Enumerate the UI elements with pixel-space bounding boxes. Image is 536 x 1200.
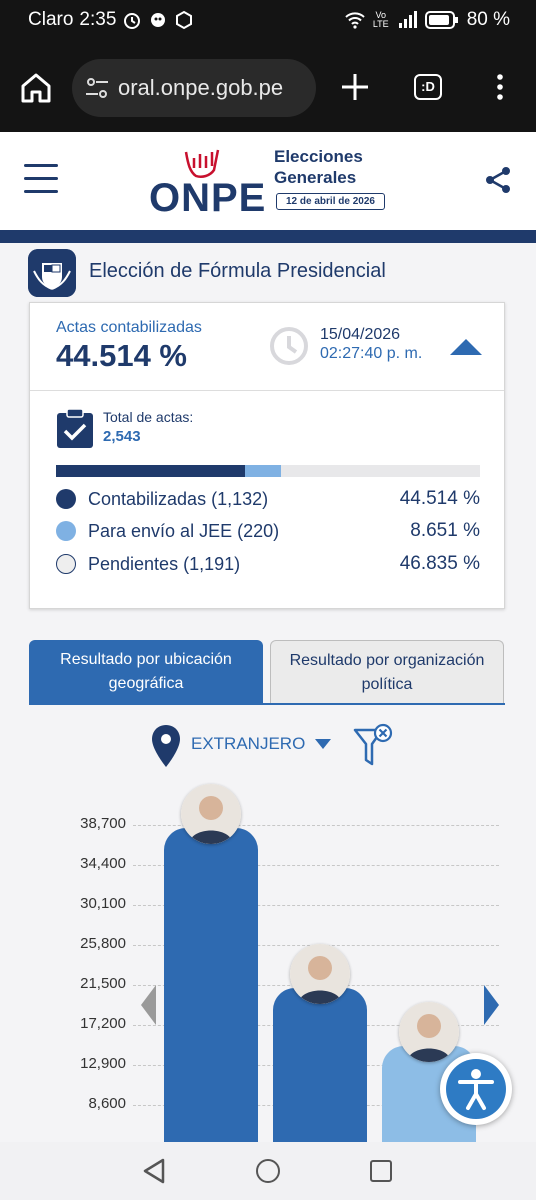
hamburger-menu-icon[interactable] (24, 164, 58, 194)
y-tick-label: 21,500 (80, 975, 126, 992)
grid-line (133, 905, 499, 906)
alarm-icon (124, 13, 141, 29)
y-tick-label: 17,200 (80, 1015, 126, 1032)
home-nav-icon[interactable] (256, 1159, 280, 1183)
history-clock-icon (270, 327, 308, 365)
ballot-hand-icon (184, 149, 220, 178)
chart-bar[interactable] (164, 827, 258, 1142)
legend-jee: Para envío al JEE (220) 8.651 % (56, 517, 480, 545)
chart-bar[interactable] (273, 987, 367, 1142)
dropdown-caret-icon (315, 739, 332, 749)
event-title: Elecciones Generales (274, 146, 363, 188)
grid-line (133, 825, 499, 826)
legend-label: Contabilizadas (1,132) (88, 488, 269, 509)
legend-percent: 44.514 % (399, 488, 480, 509)
status-bar-right: Vo LTE 80 % (345, 9, 510, 31)
chart-next-arrow[interactable] (484, 985, 499, 1025)
hexagon-icon (176, 10, 193, 30)
accessibility-icon-bg (446, 1059, 506, 1119)
status-bar-left: Claro 2:35 (28, 9, 194, 31)
onpe-logo[interactable]: ONPE (149, 176, 267, 220)
section-title: Elección de Fórmula Presidencial (89, 260, 386, 282)
y-tick-label: 34,400 (80, 855, 126, 872)
status-bar: Claro 2:35 Vo LTE 80 % (0, 0, 536, 42)
share-icon[interactable] (484, 166, 512, 194)
site-header: ONPE Elecciones Generales 12 de abril de… (0, 132, 536, 230)
location-value: EXTRANJERO (191, 734, 306, 753)
volte-label-bottom: LTE (372, 19, 389, 29)
recent-apps-icon[interactable] (370, 1160, 392, 1182)
tab-underline (29, 703, 505, 705)
legend-dot (56, 489, 76, 509)
location-dropdown[interactable]: EXTRANJERO (191, 734, 332, 754)
accessibility-button[interactable] (440, 1053, 512, 1125)
battery-level: 80 % (466, 9, 510, 30)
battery-icon (424, 11, 458, 29)
chart-prev-arrow[interactable] (141, 985, 156, 1025)
summary-card: Actas contabilizadas 44.514 % 15/04/2026… (29, 302, 505, 609)
total-actas-value: 2,543 (103, 428, 141, 445)
wifi-icon (345, 12, 365, 29)
summary-header: Actas contabilizadas 44.514 % 15/04/2026… (30, 303, 504, 391)
event-date-badge: 12 de abril de 2026 (276, 193, 385, 210)
carrier-label: Claro (28, 9, 74, 30)
candidate-avatar[interactable] (290, 943, 350, 1004)
header-divider (0, 230, 536, 243)
legend-dot (56, 554, 76, 574)
legend-contabilizadas: Contabilizadas (1,132) 44.514 % (56, 485, 480, 513)
collapse-chevron-icon[interactable] (450, 339, 482, 355)
y-tick-label: 25,800 (80, 935, 126, 952)
progress-jee (244, 465, 282, 477)
volte-indicator: Vo LTE (373, 11, 389, 29)
location-pin-icon (152, 725, 180, 767)
legend-label: Para envío al JEE (220) (88, 520, 280, 541)
y-tick-label: 8,600 (88, 1095, 126, 1112)
accessibility-icon (458, 1069, 494, 1110)
clear-filter-icon[interactable] (352, 722, 394, 770)
game-icon (151, 13, 166, 27)
volte-label-top: Vo (375, 10, 387, 20)
legend-dot (56, 521, 76, 541)
legend-label: Pendientes (1,191) (88, 553, 241, 574)
clipboard-check-icon (57, 409, 93, 448)
update-date: 15/04/2026 (320, 326, 401, 343)
y-tick-label: 38,700 (80, 815, 126, 832)
update-time: 02:27:40 p. m. (320, 345, 423, 362)
more-options-icon[interactable] (490, 72, 510, 102)
actas-label: Actas contabilizadas (56, 319, 202, 336)
tab-political-organization[interactable]: Resultado por organización política (270, 640, 504, 704)
browser-toolbar: oral.onpe.gob.pe :D (0, 42, 536, 132)
national-seal-icon (28, 249, 76, 297)
actas-progress-bar (56, 465, 480, 477)
event-title-line1: Elecciones (274, 147, 363, 166)
back-icon[interactable] (142, 1158, 166, 1184)
total-actas-label: Total de actas: (103, 409, 194, 425)
home-icon[interactable] (18, 70, 54, 106)
site-settings-icon[interactable] (84, 75, 110, 101)
tab-switcher-button[interactable]: :D (414, 74, 442, 100)
grid-line (133, 865, 499, 866)
progress-contabilizadas (56, 465, 245, 477)
url-text: oral.onpe.gob.pe (118, 75, 284, 100)
actas-percentage: 44.514 % (56, 338, 187, 373)
y-tick-label: 30,100 (80, 895, 126, 912)
results-chart: 38,700 34,400 30,100 25,800 21,500 17,200 12,9… (0, 780, 536, 1142)
candidate-avatar[interactable] (181, 783, 241, 844)
address-bar[interactable]: oral.onpe.gob.pe (72, 59, 316, 117)
new-tab-icon[interactable] (338, 70, 372, 104)
legend-pendientes: Pendientes (1,191) 46.835 % (56, 550, 480, 578)
tab-geographic[interactable]: Resultado por ubicación geográfica (29, 640, 263, 704)
update-timestamp: 15/04/2026 02:27:40 p. m. (320, 325, 422, 363)
signal-icon (398, 11, 417, 28)
event-title-line2: Generales (274, 168, 357, 187)
legend-percent: 8.651 % (410, 520, 480, 541)
legend-percent: 46.835 % (399, 553, 480, 574)
y-tick-label: 12,900 (80, 1055, 126, 1072)
system-navigation-bar (0, 1142, 536, 1200)
clock-time: 2:35 (79, 9, 117, 30)
candidate-avatar[interactable] (399, 1002, 459, 1063)
